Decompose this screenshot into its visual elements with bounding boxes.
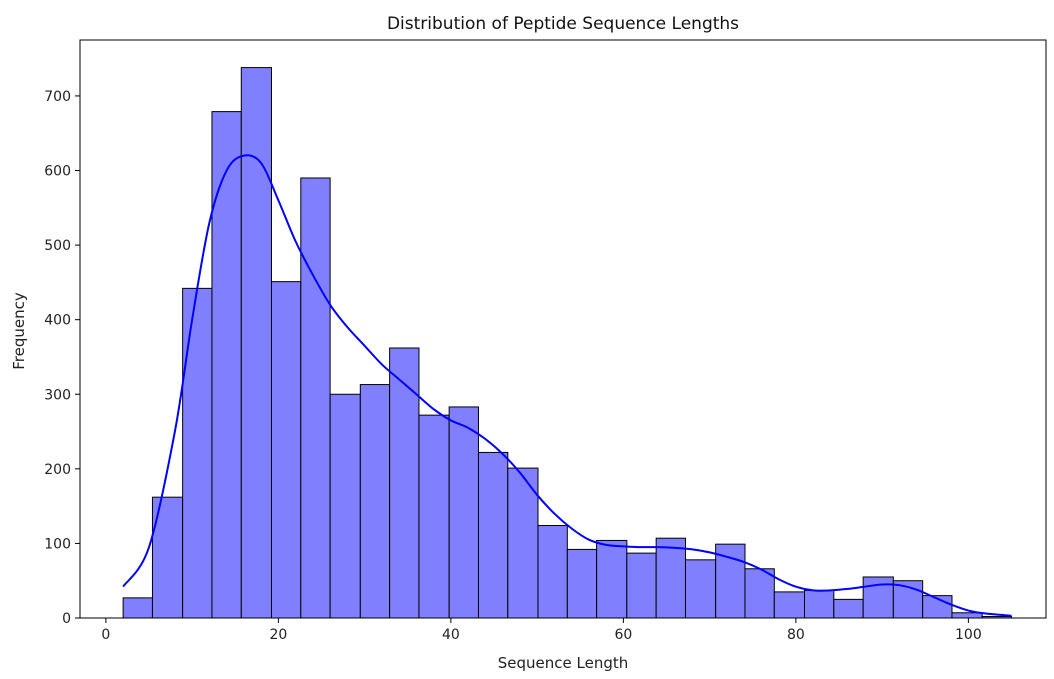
histogram-bar-24 [833, 598, 864, 619]
histogram-bar-19 [684, 559, 717, 619]
histogram-bar-7 [329, 393, 361, 619]
histogram-bar-16 [596, 539, 628, 619]
histogram-bar-3 [211, 111, 242, 619]
x-tick-label: 100 [955, 627, 982, 643]
histogram-bar-8 [359, 384, 391, 619]
x-tick-label: 40 [442, 627, 460, 643]
histogram-bar-14 [537, 525, 568, 619]
histogram-bar-10 [418, 414, 450, 619]
x-tick-label: 0 [101, 627, 110, 643]
kde-layer [122, 154, 1012, 617]
histogram-bar-28 [951, 612, 983, 619]
histogram-bar-15 [566, 548, 598, 619]
y-tick-label: 300 [44, 387, 71, 403]
histogram-bar-6 [300, 177, 331, 619]
histogram-bar-13 [507, 467, 539, 619]
y-tick-label: 700 [44, 89, 71, 105]
histogram-bar-17 [626, 552, 657, 619]
histogram-bar-25 [862, 576, 894, 619]
histogram-bar-9 [389, 347, 420, 619]
histogram-bar-18 [655, 537, 686, 619]
histogram-bar-21 [744, 568, 775, 619]
y-tick-label: 0 [62, 611, 71, 627]
histogram-bar-23 [804, 589, 835, 619]
bars-layer [122, 67, 1012, 619]
y-tick-label: 200 [44, 462, 71, 478]
chart-title: Distribution of Peptide Sequence Lengths [387, 14, 739, 34]
x-tick-label: 80 [787, 627, 805, 643]
y-tick-label: 600 [44, 164, 71, 180]
y-axis-ticks: 0 100 200 300 400 500 600 700 [44, 89, 80, 627]
y-tick-label: 400 [44, 313, 71, 329]
histogram-bar-11 [448, 406, 479, 619]
histogram-bar-12 [477, 451, 509, 619]
histogram-bar-2 [182, 287, 213, 619]
x-axis-label: Sequence Length [498, 654, 629, 672]
y-axis-label: Frequency [10, 292, 28, 370]
histogram-bar-4 [240, 67, 272, 619]
histogram-bar-5 [270, 281, 302, 619]
histogram-bar-0 [122, 597, 153, 619]
x-axis-ticks: 0 20 40 60 80 100 [101, 618, 982, 643]
x-tick-label: 60 [614, 627, 632, 643]
x-tick-label: 20 [269, 627, 287, 643]
histogram-bar-22 [773, 591, 805, 619]
kde-curve [122, 154, 1012, 617]
y-tick-label: 100 [44, 536, 71, 552]
plot-frame [79, 39, 1047, 619]
y-tick-label: 500 [44, 238, 71, 254]
